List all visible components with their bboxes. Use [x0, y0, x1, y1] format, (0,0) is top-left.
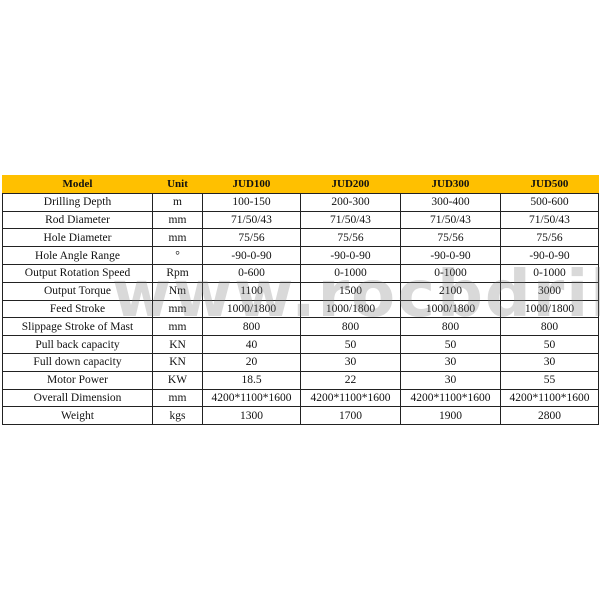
value-cell: 1900 [400, 406, 501, 426]
value-cell: -90-0-90 [202, 246, 301, 265]
param-cell: Full down capacity [2, 352, 153, 372]
unit-cell: Rpm [152, 263, 203, 283]
value-cell: 4200*1100*1600 [202, 388, 301, 408]
value-cell: 2800 [500, 406, 599, 426]
table-row: Output Rotation Speed Rpm 0-600 0-1000 0-100… [2, 263, 599, 283]
unit-cell: mm [152, 388, 203, 408]
value-cell: -90-0-90 [300, 246, 401, 265]
spec-table: Model Unit JUD100 JUD200 JUD300 JUD500 D… [2, 175, 599, 426]
unit-cell: KW [152, 370, 203, 390]
value-cell: 30 [300, 352, 401, 372]
unit-cell: mm [152, 228, 203, 248]
value-cell: 100-150 [202, 192, 301, 212]
value-cell: 4200*1100*1600 [400, 388, 501, 408]
value-cell: 1000/1800 [202, 299, 301, 319]
param-cell: Hole Angle Range [2, 246, 153, 265]
value-cell: 800 [400, 317, 501, 337]
header-model: Model [2, 175, 153, 194]
value-cell: 75/56 [500, 228, 599, 248]
unit-cell: mm [152, 210, 203, 230]
table-row: Rod Diameter mm 71/50/43 71/50/43 71/50/43 71… [2, 210, 599, 230]
value-cell: 4200*1100*1600 [300, 388, 401, 408]
value-cell: 0-1000 [500, 263, 599, 283]
value-cell: 71/50/43 [202, 210, 301, 230]
value-cell: 1000/1800 [300, 299, 401, 319]
table-row: Pull back capacity KN 40 50 50 50 [2, 335, 599, 354]
value-cell: 50 [500, 335, 599, 354]
table-row: Motor Power KW 18.5 22 30 55 [2, 370, 599, 390]
header-jud500: JUD500 [500, 175, 599, 194]
unit-cell: kgs [152, 406, 203, 426]
header-row: Model Unit JUD100 JUD200 JUD300 JUD500 [2, 175, 599, 194]
value-cell: 1100 [202, 281, 301, 301]
value-cell: 75/56 [400, 228, 501, 248]
table-row: Full down capacity KN 20 30 30 30 [2, 352, 599, 372]
value-cell: 1000/1800 [500, 299, 599, 319]
value-cell: 30 [400, 370, 501, 390]
value-cell: 0-600 [202, 263, 301, 283]
value-cell: 1000/1800 [400, 299, 501, 319]
param-cell: Output Rotation Speed [2, 263, 153, 283]
table-row: Hole Angle Range ° -90-0-90 -90-0-90 -90-0-9… [2, 246, 599, 265]
param-cell: Drilling Depth [2, 192, 153, 212]
value-cell: 200-300 [300, 192, 401, 212]
param-cell: Feed Stroke [2, 299, 153, 319]
value-cell: 2100 [400, 281, 501, 301]
value-cell: 71/50/43 [400, 210, 501, 230]
table-row: Output Torque Nm 1100 1500 2100 3000 [2, 281, 599, 301]
param-cell: Rod Diameter [2, 210, 153, 230]
unit-cell: ° [152, 246, 203, 265]
value-cell: 30 [400, 352, 501, 372]
value-cell: 1700 [300, 406, 401, 426]
param-cell: Output Torque [2, 281, 153, 301]
table-row: Feed Stroke mm 1000/1800 1000/1800 1000/1800… [2, 299, 599, 319]
value-cell: 18.5 [202, 370, 301, 390]
param-cell: Hole Diameter [2, 228, 153, 248]
value-cell: 40 [202, 335, 301, 354]
value-cell: 50 [400, 335, 501, 354]
table-row: Slippage Stroke of Mast mm 800 800 800 800 [2, 317, 599, 337]
value-cell: 55 [500, 370, 599, 390]
value-cell: 71/50/43 [300, 210, 401, 230]
table-row: Hole Diameter mm 75/56 75/56 75/56 75/56 [2, 228, 599, 248]
value-cell: 22 [300, 370, 401, 390]
value-cell: 500-600 [500, 192, 599, 212]
unit-cell: KN [152, 335, 203, 354]
value-cell: 3000 [500, 281, 599, 301]
value-cell: 800 [300, 317, 401, 337]
header-jud100: JUD100 [202, 175, 301, 194]
value-cell: -90-0-90 [500, 246, 599, 265]
param-cell: Pull back capacity [2, 335, 153, 354]
value-cell: 800 [500, 317, 599, 337]
param-cell: Slippage Stroke of Mast [2, 317, 153, 337]
value-cell: 75/56 [202, 228, 301, 248]
value-cell: 0-1000 [400, 263, 501, 283]
header-jud200: JUD200 [300, 175, 401, 194]
value-cell: 71/50/43 [500, 210, 599, 230]
value-cell: 0-1000 [300, 263, 401, 283]
unit-cell: Nm [152, 281, 203, 301]
value-cell: 75/56 [300, 228, 401, 248]
param-cell: Overall Dimension [2, 388, 153, 408]
unit-cell: mm [152, 299, 203, 319]
table-row: Drilling Depth m 100-150 200-300 300-400 500-… [2, 192, 599, 212]
value-cell: 800 [202, 317, 301, 337]
unit-cell: m [152, 192, 203, 212]
value-cell: 30 [500, 352, 599, 372]
header-unit: Unit [152, 175, 203, 194]
param-cell: Motor Power [2, 370, 153, 390]
header-jud300: JUD300 [400, 175, 501, 194]
value-cell: 20 [202, 352, 301, 372]
unit-cell: KN [152, 352, 203, 372]
value-cell: 1500 [300, 281, 401, 301]
param-cell: Weight [2, 406, 153, 426]
value-cell: 50 [300, 335, 401, 354]
table-row: Weight kgs 1300 1700 1900 2800 [2, 406, 599, 426]
value-cell: -90-0-90 [400, 246, 501, 265]
table-row: Overall Dimension mm 4200*1100*1600 4200*11… [2, 388, 599, 408]
unit-cell: mm [152, 317, 203, 337]
value-cell: 4200*1100*1600 [500, 388, 599, 408]
value-cell: 300-400 [400, 192, 501, 212]
value-cell: 1300 [202, 406, 301, 426]
